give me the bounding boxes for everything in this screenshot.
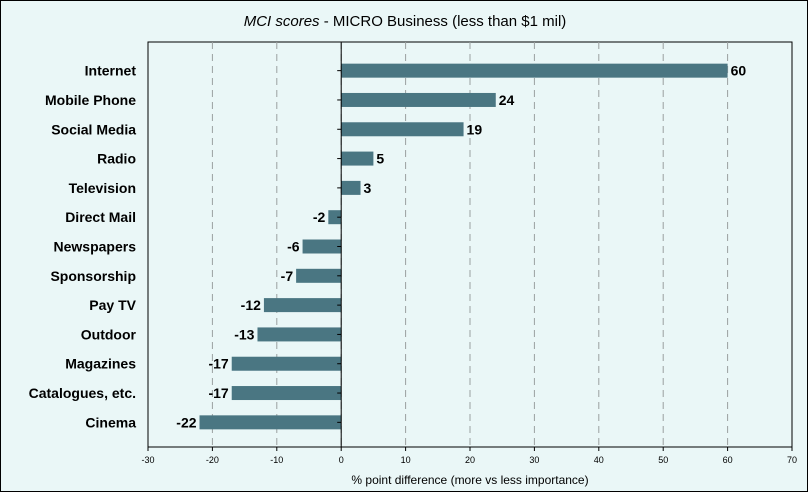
chart-title-rest: - MICRO Business (less than $1 mil) bbox=[319, 13, 567, 30]
bar bbox=[199, 415, 342, 430]
data-label: -17 bbox=[208, 385, 228, 401]
data-label: 3 bbox=[364, 180, 372, 196]
bars bbox=[199, 63, 728, 430]
category-label: Social Media bbox=[51, 121, 136, 137]
data-label: -13 bbox=[234, 326, 254, 342]
x-axis-title: % point difference (more vs less importa… bbox=[351, 473, 588, 487]
bar bbox=[257, 327, 342, 342]
axes: -30 -20 -10 0 10 20 30 40 50 60 70 Internet 60 Mobile… bbox=[29, 42, 797, 465]
x-tick-label: 0 bbox=[339, 455, 344, 465]
bar bbox=[341, 151, 374, 166]
bar bbox=[302, 239, 342, 254]
x-tick-label: 20 bbox=[465, 455, 475, 465]
category-label: Sponsorship bbox=[50, 268, 136, 284]
category-label: Magazines bbox=[65, 356, 136, 372]
data-label: -6 bbox=[287, 239, 300, 255]
chart-title-italic: MCI scores bbox=[243, 13, 320, 30]
data-label: 5 bbox=[376, 151, 384, 167]
category-label: Internet bbox=[85, 63, 137, 79]
data-label: 19 bbox=[467, 121, 483, 137]
data-label: 24 bbox=[499, 92, 515, 108]
x-tick-label: 60 bbox=[723, 455, 733, 465]
data-label: -7 bbox=[281, 268, 294, 284]
chart-title: MCI scores - MICRO Business (less than $… bbox=[1, 13, 808, 30]
x-tick-label: 30 bbox=[529, 455, 539, 465]
data-label: -22 bbox=[176, 414, 196, 430]
data-label: -12 bbox=[241, 297, 261, 313]
data-label: 60 bbox=[731, 63, 747, 79]
x-tick-label: -20 bbox=[206, 455, 219, 465]
bar bbox=[341, 180, 361, 195]
bar bbox=[231, 356, 342, 371]
data-label: -2 bbox=[313, 209, 326, 225]
x-tick-label: 70 bbox=[787, 455, 797, 465]
category-label: Cinema bbox=[85, 414, 136, 430]
category-label: Newspapers bbox=[54, 239, 137, 255]
x-tick-label: 50 bbox=[658, 455, 668, 465]
bar bbox=[231, 386, 342, 401]
category-label: Catalogues, etc. bbox=[29, 385, 136, 401]
x-tick-label: 10 bbox=[401, 455, 411, 465]
x-tick-label: 40 bbox=[594, 455, 604, 465]
bar bbox=[341, 122, 464, 137]
category-label: Outdoor bbox=[81, 326, 137, 342]
category-label: Pay TV bbox=[89, 297, 136, 313]
bar bbox=[328, 210, 342, 225]
category-label: Radio bbox=[97, 151, 136, 167]
category-label: Direct Mail bbox=[65, 209, 136, 225]
bar bbox=[296, 268, 342, 283]
category-label: Mobile Phone bbox=[45, 92, 136, 108]
bar bbox=[263, 298, 342, 313]
x-tick-label: -30 bbox=[141, 455, 154, 465]
data-label: -17 bbox=[208, 356, 228, 372]
bar bbox=[341, 92, 496, 107]
bar bbox=[341, 63, 728, 78]
category-label: Television bbox=[69, 180, 136, 196]
x-tick-label: -10 bbox=[270, 455, 283, 465]
